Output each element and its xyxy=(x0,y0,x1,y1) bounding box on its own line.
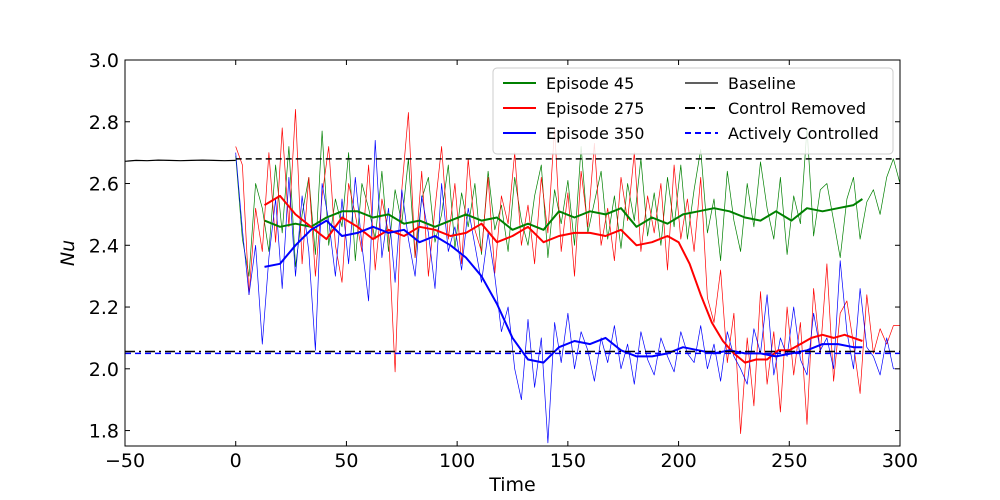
y-axis-label: Nu xyxy=(57,240,79,266)
y-tick-label: 3.0 xyxy=(89,50,119,72)
series-lines xyxy=(125,109,900,444)
series-episode-45-raw xyxy=(235,127,900,277)
y-tick-label: 2.2 xyxy=(89,297,119,319)
legend-label: Baseline xyxy=(728,74,796,93)
y-tick-label: 1.8 xyxy=(89,421,119,443)
series-episode-350 xyxy=(264,219,863,364)
y-tick-label: 2.0 xyxy=(89,359,119,381)
x-tick-label: −50 xyxy=(105,450,145,472)
y-axis: 1.8 2.0 2.2 2.4 2.6 2.8 3.0 xyxy=(89,50,900,443)
x-tick-label: 300 xyxy=(882,450,918,472)
legend-box xyxy=(492,67,894,155)
x-tick-label: 250 xyxy=(771,450,807,472)
legend-label: Episode 350 xyxy=(546,124,644,143)
legend-label: Episode 275 xyxy=(546,99,644,118)
series-episode-275-raw xyxy=(235,109,900,434)
plot-frame xyxy=(124,59,901,447)
series-baseline xyxy=(125,159,236,162)
legend-label: Control Removed xyxy=(728,99,866,118)
legend: Episode 45 Episode 275 Episode 350 Baseline… xyxy=(492,67,894,155)
series-episode-45 xyxy=(264,198,863,231)
legend-label: Episode 45 xyxy=(546,74,634,93)
series-episode-275 xyxy=(263,194,863,364)
x-axis-label: Time xyxy=(488,474,536,496)
x-tick-label: 150 xyxy=(550,450,586,472)
x-tick-label: 0 xyxy=(230,450,242,472)
legend-label: Actively Controlled xyxy=(728,124,879,143)
y-tick-label: 2.4 xyxy=(89,235,119,257)
x-axis: −50 0 50 100 150 200 250 300 xyxy=(105,60,918,472)
reference-lines xyxy=(125,158,900,355)
series-episode-350-raw xyxy=(235,139,900,444)
y-tick-label: 2.6 xyxy=(89,174,119,196)
x-tick-label: 50 xyxy=(334,450,358,472)
x-tick-label: 100 xyxy=(439,450,475,472)
x-tick-label: 200 xyxy=(660,450,696,472)
y-tick-label: 2.8 xyxy=(89,112,119,134)
